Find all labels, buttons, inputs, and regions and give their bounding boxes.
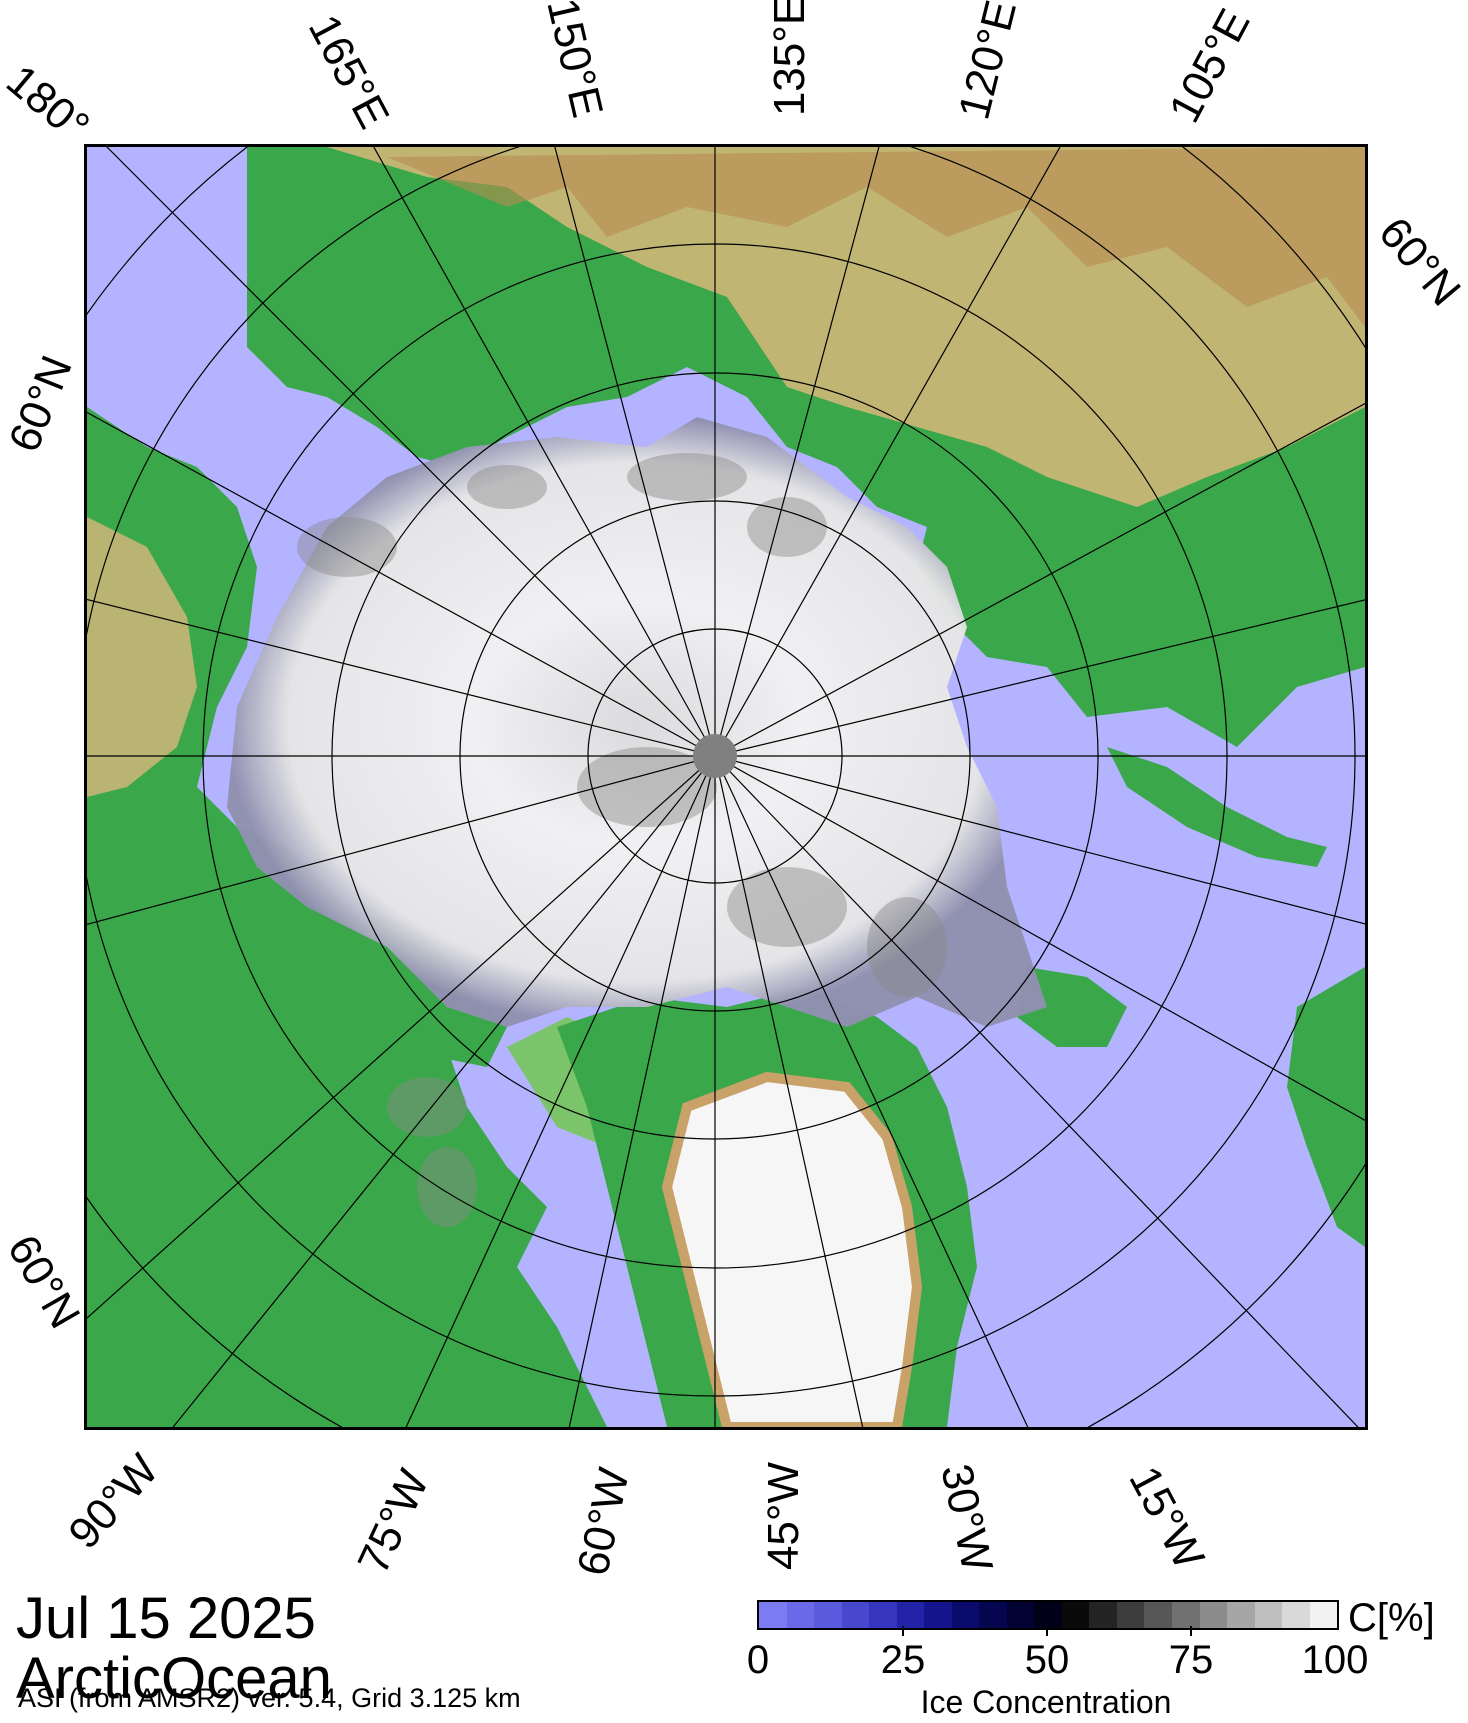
- alaska-range: [87, 517, 197, 797]
- colorbar-tick-25: 25: [880, 1638, 926, 1682]
- label-135e: 135°E: [765, 0, 815, 117]
- colorbar-tickmark: [1190, 1626, 1192, 1636]
- novaya-zemlya: [1107, 747, 1327, 867]
- colorbar-segment: [1034, 1602, 1062, 1628]
- colorbar-segment: [1089, 1602, 1117, 1628]
- region-title: ArcticOcean: [16, 1646, 332, 1711]
- scandinavia: [1287, 967, 1365, 1247]
- colorbar-segment: [1006, 1602, 1035, 1628]
- colorbar-segment: [1309, 1602, 1338, 1628]
- ice-patches: [297, 453, 947, 1227]
- sea-ice-field: [227, 417, 1047, 1027]
- date-title: Jul 15 2025: [16, 1586, 316, 1651]
- label-180: 180°: [0, 55, 99, 152]
- colorbar-segment: [1254, 1602, 1283, 1628]
- colorbar-segment: [924, 1602, 952, 1628]
- label-15w: 15°W: [1119, 1458, 1214, 1577]
- colorbar-tickmark: [1046, 1626, 1048, 1636]
- colorbar-unit: C[%]: [1348, 1596, 1435, 1640]
- colorbar-segment: [786, 1602, 815, 1628]
- colorbar-segment: [1144, 1602, 1172, 1628]
- label-60n-left-top: 60°N: [0, 349, 82, 459]
- pole-hole-marker: [693, 734, 737, 778]
- colorbar-tick-50: 50: [1024, 1638, 1070, 1682]
- label-120e: 120°E: [949, 0, 1027, 125]
- label-75w: 75°W: [348, 1462, 439, 1582]
- label-90w: 90°W: [59, 1445, 169, 1559]
- svalbard: [1017, 967, 1127, 1047]
- colorbar-tick-100: 100: [1301, 1638, 1369, 1682]
- label-165e: 165°E: [298, 7, 399, 137]
- colorbar-segment: [979, 1602, 1007, 1628]
- label-30w: 30°W: [931, 1459, 1002, 1576]
- label-60n-right: 60°N: [1369, 208, 1468, 316]
- colorbar-tick-0: 0: [746, 1638, 770, 1682]
- sea-ice-map: [84, 144, 1368, 1430]
- colorbar-segment: [951, 1602, 980, 1628]
- label-105e: 105°E: [1159, 1, 1260, 131]
- colorbar-segment: [1199, 1602, 1228, 1628]
- colorbar-segment: [1227, 1602, 1255, 1628]
- label-60w: 60°W: [568, 1463, 639, 1580]
- colorbar-segment: [1282, 1602, 1310, 1628]
- ice-concentration-colorbar: [757, 1600, 1339, 1630]
- colorbar-segment: [896, 1602, 925, 1628]
- colorbar-segment: [841, 1602, 870, 1628]
- label-45w: 45°W: [759, 1461, 809, 1571]
- source-note: ASI (from AMSR2) ver. 5.4, Grid 3.125 km: [18, 1683, 521, 1713]
- colorbar-segment: [814, 1602, 842, 1628]
- graticule: [87, 147, 1365, 1427]
- colorbar-tick-75: 75: [1168, 1638, 1214, 1682]
- label-60n-left-bottom: 60°N: [0, 1226, 90, 1337]
- colorbar-tickmark: [902, 1626, 904, 1636]
- colorbar-segment: [869, 1602, 897, 1628]
- colorbar-segment: [1061, 1602, 1090, 1628]
- colorbar-segment: [1171, 1602, 1200, 1628]
- colorbar-label: Ice Concentration: [920, 1684, 1172, 1720]
- colorbar-segment: [759, 1602, 787, 1628]
- colorbar-segment: [1116, 1602, 1145, 1628]
- label-150e: 150°E: [537, 0, 613, 123]
- map-canvas: [87, 147, 1365, 1427]
- eurasia-ridges: [387, 147, 1365, 327]
